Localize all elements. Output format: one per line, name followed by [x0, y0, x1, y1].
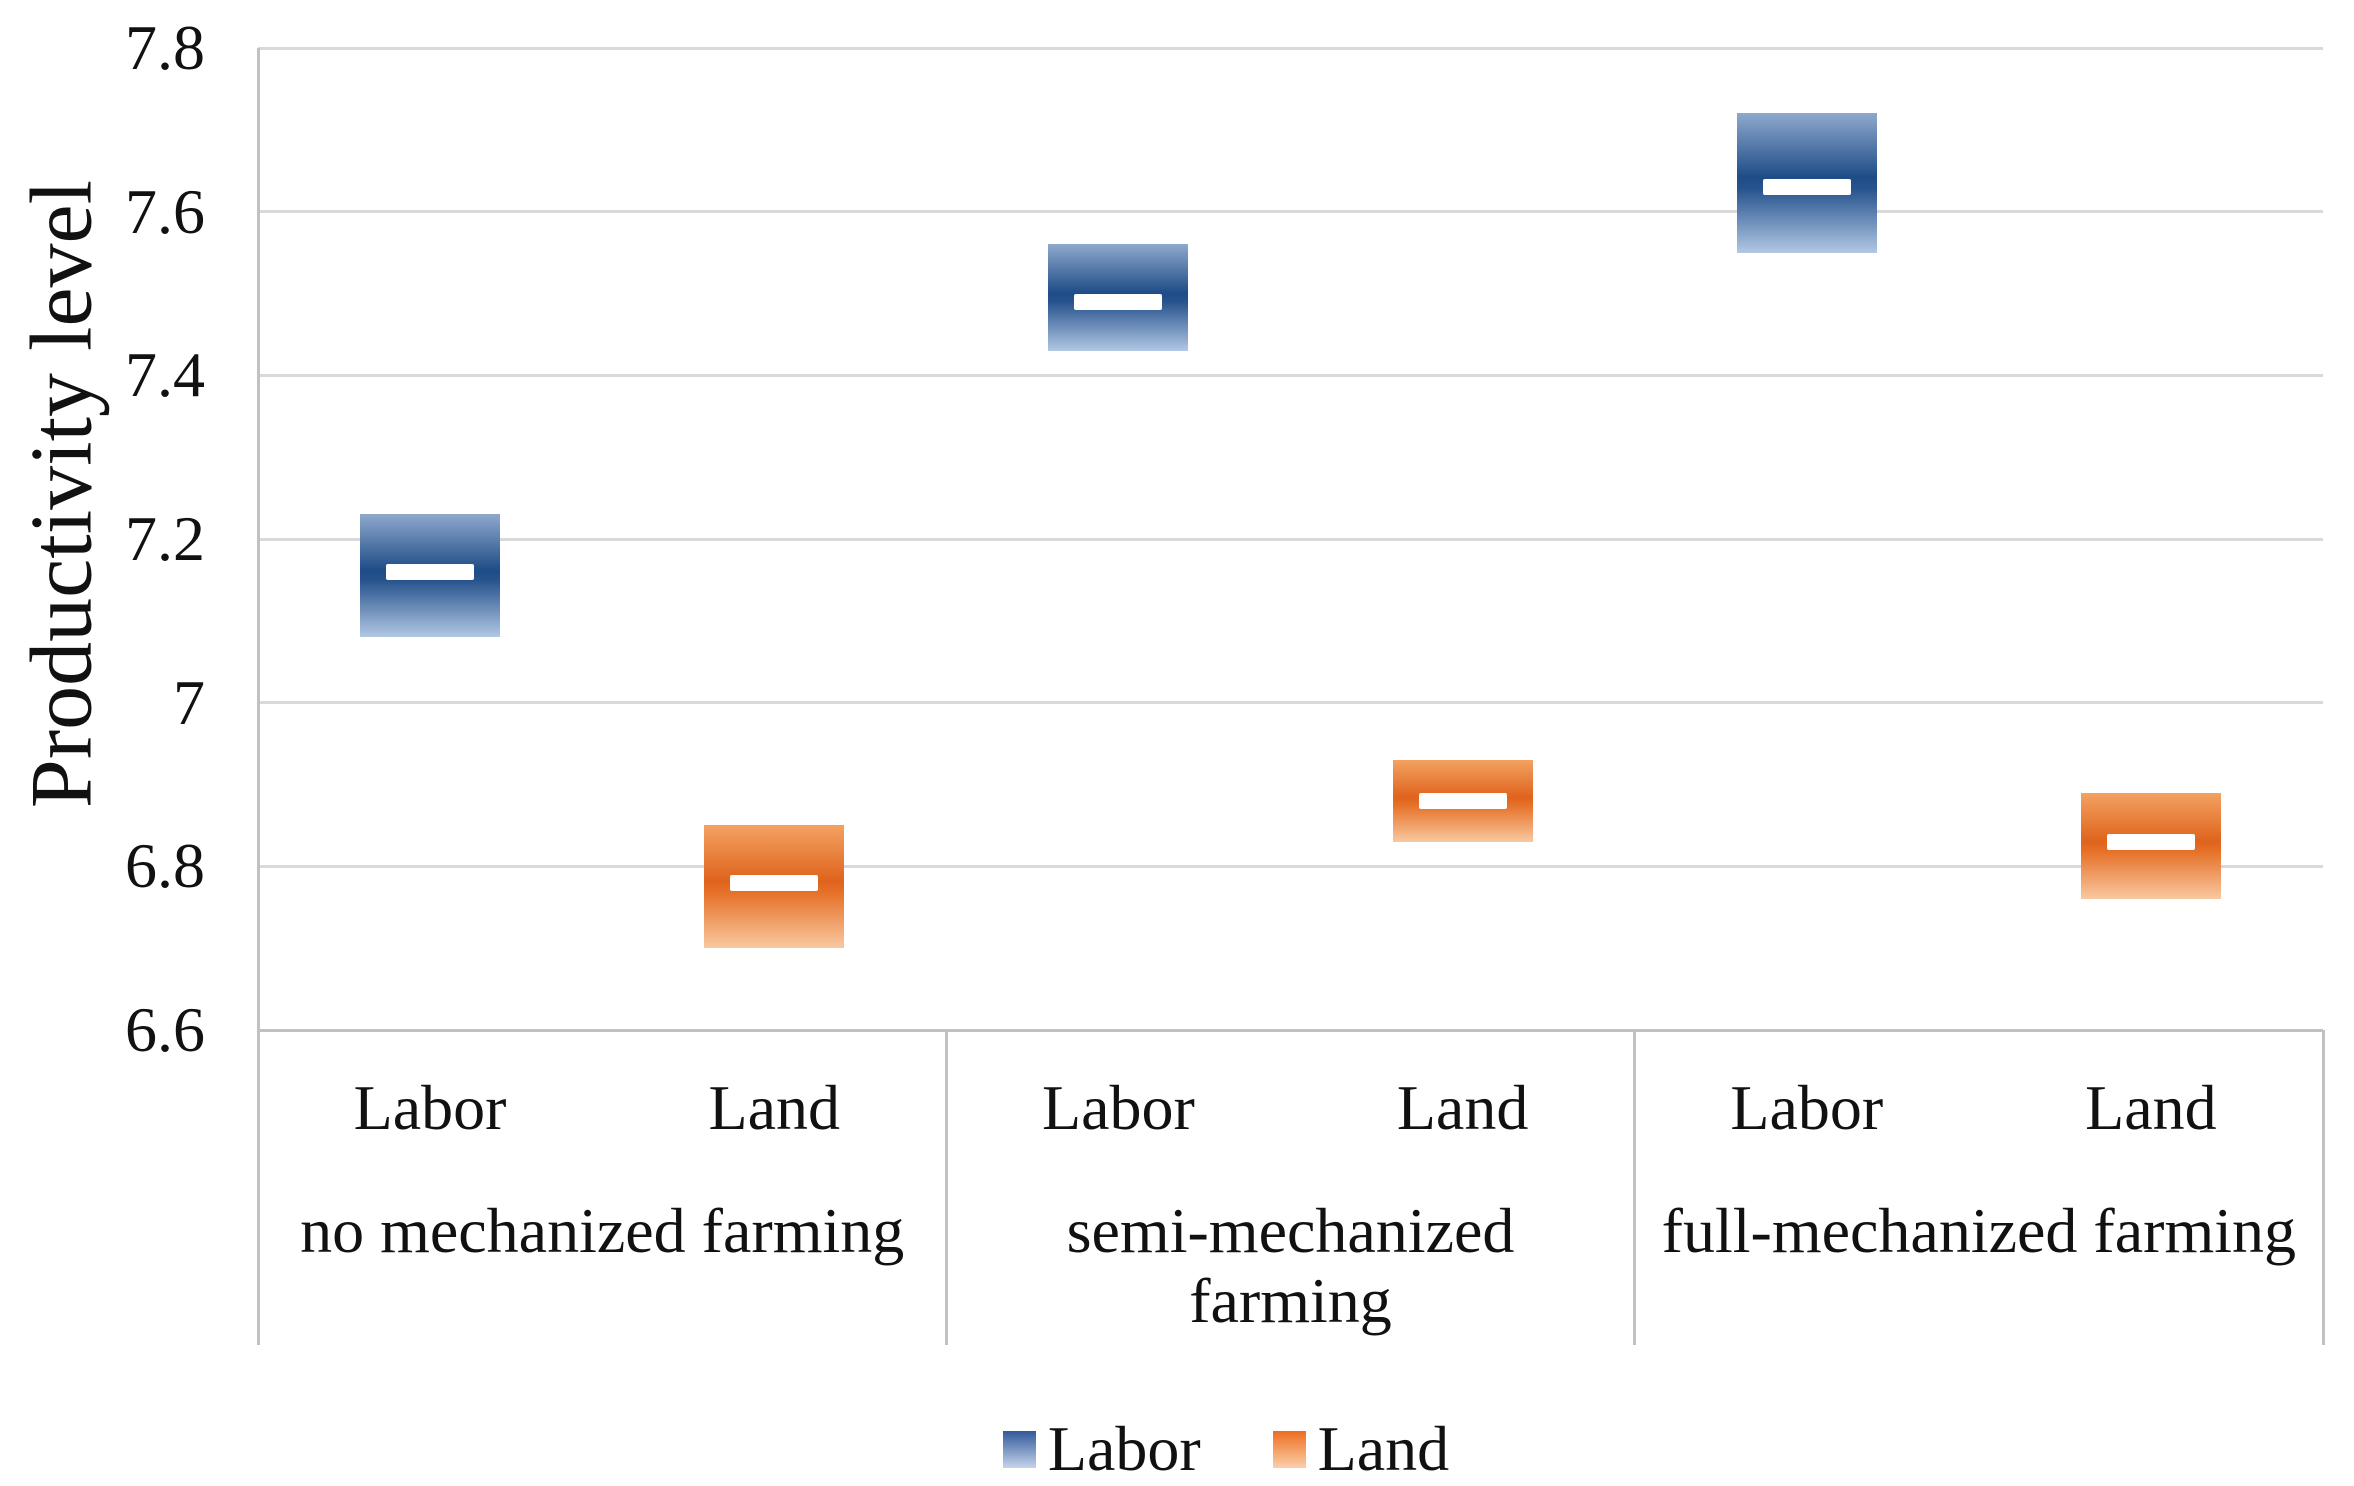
category-divider-2: [1633, 1030, 1637, 1345]
box-land-group1: [704, 825, 845, 949]
median-marker: [1074, 293, 1163, 310]
box-land-group3: [2080, 792, 2221, 900]
category-label-land-group2: Land: [1396, 1072, 1529, 1143]
group-label-line: semi-mechanized: [1066, 1195, 1515, 1266]
gridline-7.8: [258, 46, 2323, 50]
box-land-group2: [1392, 759, 1533, 842]
legend: Labor Land: [0, 1412, 2354, 1486]
legend-swatch-labor: [1002, 1430, 1036, 1468]
gridline-7: [258, 701, 2323, 705]
group-label-line: farming: [1189, 1265, 1392, 1336]
y-tick-6.6: 6.6: [125, 994, 205, 1065]
y-tick-7.2: 7.2: [125, 503, 205, 574]
gridline-6.6: [258, 1028, 2323, 1032]
legend-label-land: Land: [1317, 1413, 1450, 1484]
legend-item-labor: Labor: [1002, 1412, 1201, 1486]
median-marker: [386, 563, 475, 580]
group-label-2: semi-mechanized farming: [946, 1196, 1636, 1336]
category-label-land-group1: Land: [708, 1072, 841, 1143]
y-tick-7: 7: [173, 666, 205, 738]
legend-items: Labor Land: [1002, 1412, 1450, 1486]
median-marker: [2106, 833, 2195, 850]
y-axis-line: [256, 48, 260, 1345]
box-labor-group2: [1048, 244, 1189, 351]
gridline-7.4: [258, 373, 2323, 377]
category-divider-3: [2321, 1030, 2325, 1345]
gridline-6.8: [258, 864, 2323, 868]
legend-swatch-land: [1272, 1430, 1306, 1468]
gridline-7.6: [258, 210, 2323, 214]
y-tick-7.4: 7.4: [125, 339, 205, 411]
category-divider-1: [944, 1030, 948, 1345]
box-labor-group3: [1736, 113, 1877, 253]
median-marker: [730, 874, 819, 891]
category-label-labor-group2: Labor: [1042, 1072, 1195, 1143]
group-label-line: no mechanized farming: [300, 1195, 905, 1266]
group-label-1: no mechanized farming: [257, 1196, 947, 1266]
group-label-3: full-mechanized farming: [1634, 1196, 2324, 1266]
group-label-line: full-mechanized farming: [1661, 1195, 2297, 1266]
legend-label-labor: Labor: [1047, 1413, 1201, 1484]
median-marker: [1762, 179, 1851, 196]
gridline-7.2: [258, 537, 2323, 541]
category-label-labor-group3: Labor: [1730, 1072, 1884, 1143]
category-label-land-group3: Land: [2085, 1072, 2217, 1143]
category-label-labor-group1: Labor: [353, 1072, 507, 1143]
legend-item-land: Land: [1272, 1412, 1450, 1486]
median-marker: [1418, 792, 1507, 809]
box-labor-group1: [360, 514, 501, 638]
y-tick-7.6: 7.6: [125, 175, 205, 247]
y-tick-6.8: 6.8: [125, 830, 205, 902]
y-tick-7.8: 7.8: [125, 12, 205, 83]
